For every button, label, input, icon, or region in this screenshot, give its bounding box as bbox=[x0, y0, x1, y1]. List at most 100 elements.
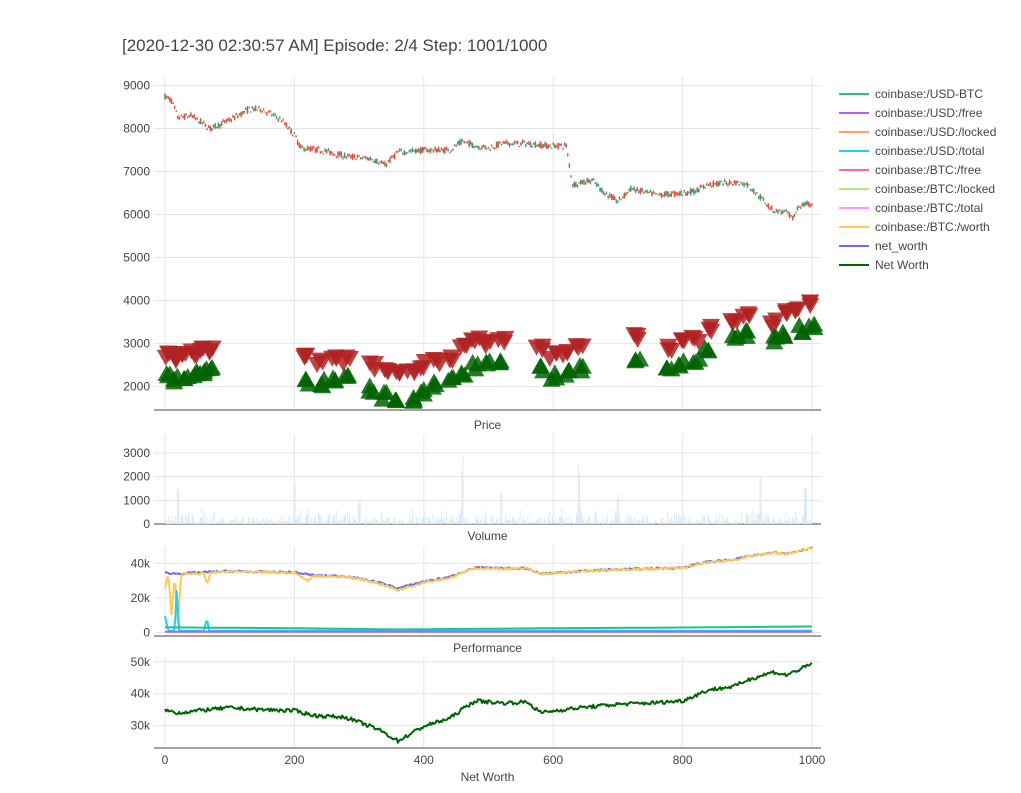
candle-body bbox=[710, 185, 713, 187]
candle-body bbox=[456, 142, 459, 145]
candle-body bbox=[432, 150, 435, 153]
candle-body bbox=[227, 118, 229, 121]
y-tick-label: 40k bbox=[131, 687, 151, 701]
candle-body bbox=[465, 141, 467, 143]
buy-marker bbox=[386, 391, 405, 408]
legend-item[interactable]: coinbase:/USD:/free bbox=[839, 103, 996, 122]
candle-body bbox=[476, 146, 478, 148]
legend-item[interactable]: coinbase:/USD:/total bbox=[839, 141, 996, 160]
candle-body bbox=[727, 184, 729, 186]
candle-body bbox=[689, 188, 692, 195]
legend-item[interactable]: coinbase:/BTC:/worth bbox=[839, 217, 996, 236]
candle-body bbox=[531, 145, 533, 148]
candle-body bbox=[786, 211, 789, 213]
candle-body bbox=[520, 142, 522, 146]
y-tick-label: 1000 bbox=[123, 493, 150, 507]
legend[interactable]: coinbase:/USD-BTC coinbase:/USD:/free coin… bbox=[839, 84, 996, 274]
y-tick-label: 9000 bbox=[123, 79, 150, 93]
candle-body bbox=[461, 140, 464, 142]
candle-body bbox=[285, 123, 288, 127]
candle-body bbox=[565, 144, 567, 147]
legend-item[interactable]: coinbase:/USD-BTC bbox=[839, 84, 996, 103]
candle-body bbox=[573, 182, 576, 187]
buy-marker bbox=[699, 341, 718, 358]
candle-body bbox=[337, 152, 339, 158]
candle-body bbox=[756, 192, 758, 194]
candle-body bbox=[597, 184, 600, 186]
candle-body bbox=[811, 204, 813, 206]
candle-body bbox=[513, 141, 516, 144]
candle-body bbox=[484, 146, 487, 149]
legend-item[interactable]: coinbase:/BTC:/free bbox=[839, 160, 996, 179]
candle-body bbox=[385, 164, 388, 166]
candle-body bbox=[655, 193, 658, 195]
candle-body bbox=[435, 149, 438, 153]
x-tick-label: 400 bbox=[414, 753, 434, 767]
candle-body bbox=[317, 147, 320, 149]
legend-swatch bbox=[839, 130, 869, 133]
candle-body bbox=[452, 149, 454, 151]
candle-body bbox=[714, 183, 716, 185]
legend-item[interactable]: coinbase:/USD:/locked bbox=[839, 122, 996, 141]
candle-body bbox=[793, 214, 796, 218]
candle-body bbox=[505, 140, 508, 143]
candle-body bbox=[524, 144, 527, 147]
candle-body bbox=[604, 193, 606, 196]
candle-body bbox=[596, 183, 598, 187]
candle-body bbox=[356, 155, 359, 157]
candle-body bbox=[408, 150, 411, 152]
candle-body bbox=[591, 178, 593, 182]
candle-body bbox=[646, 189, 648, 193]
candle-body bbox=[796, 207, 799, 210]
candle-body bbox=[423, 147, 425, 151]
buy-marker bbox=[338, 366, 357, 383]
candle-body bbox=[304, 149, 307, 151]
candle-body bbox=[683, 190, 686, 192]
y-tick-label: 8000 bbox=[123, 122, 150, 136]
candle-body bbox=[778, 209, 781, 211]
candle-body bbox=[382, 162, 385, 164]
candle-body bbox=[623, 192, 626, 198]
candle-body bbox=[657, 194, 660, 196]
sell-marker bbox=[764, 319, 783, 336]
candle-body bbox=[503, 141, 506, 144]
legend-swatch bbox=[839, 187, 869, 190]
candle-body bbox=[486, 148, 488, 150]
candle-body bbox=[198, 121, 200, 124]
candle-body bbox=[400, 149, 402, 151]
candle-body bbox=[287, 128, 289, 130]
series-line bbox=[164, 546, 813, 625]
candle-body bbox=[507, 141, 509, 145]
sell-marker bbox=[533, 342, 552, 359]
candle-body bbox=[681, 194, 684, 196]
legend-swatch bbox=[839, 225, 869, 228]
candle-body bbox=[568, 164, 571, 168]
candle-body bbox=[566, 154, 569, 156]
legend-item[interactable]: coinbase:/BTC:/locked bbox=[839, 179, 996, 198]
candle-body bbox=[372, 161, 375, 163]
candle-body bbox=[537, 143, 540, 147]
candle-body bbox=[481, 145, 483, 149]
candle-body bbox=[676, 193, 679, 195]
candle-body bbox=[783, 210, 786, 212]
legend-swatch bbox=[839, 168, 869, 171]
candle-body bbox=[322, 153, 325, 155]
legend-item[interactable]: coinbase:/BTC:/total bbox=[839, 198, 996, 217]
candle-body bbox=[675, 192, 677, 195]
candle-body bbox=[634, 189, 637, 193]
candle-body bbox=[411, 148, 414, 152]
candle-body bbox=[377, 163, 380, 165]
candle-body bbox=[628, 188, 631, 191]
legend-item[interactable]: Net Worth bbox=[839, 255, 996, 274]
candle-body bbox=[181, 116, 184, 118]
sell-marker bbox=[340, 350, 359, 367]
candle-body bbox=[788, 212, 791, 217]
candle-body bbox=[173, 106, 176, 109]
candle-body bbox=[728, 180, 731, 185]
legend-item[interactable]: net_worth bbox=[839, 236, 996, 255]
candle-body bbox=[672, 192, 674, 194]
buy-marker bbox=[773, 323, 792, 340]
candle-body bbox=[393, 154, 396, 159]
candle-body bbox=[712, 181, 715, 187]
candle-body bbox=[351, 154, 354, 160]
